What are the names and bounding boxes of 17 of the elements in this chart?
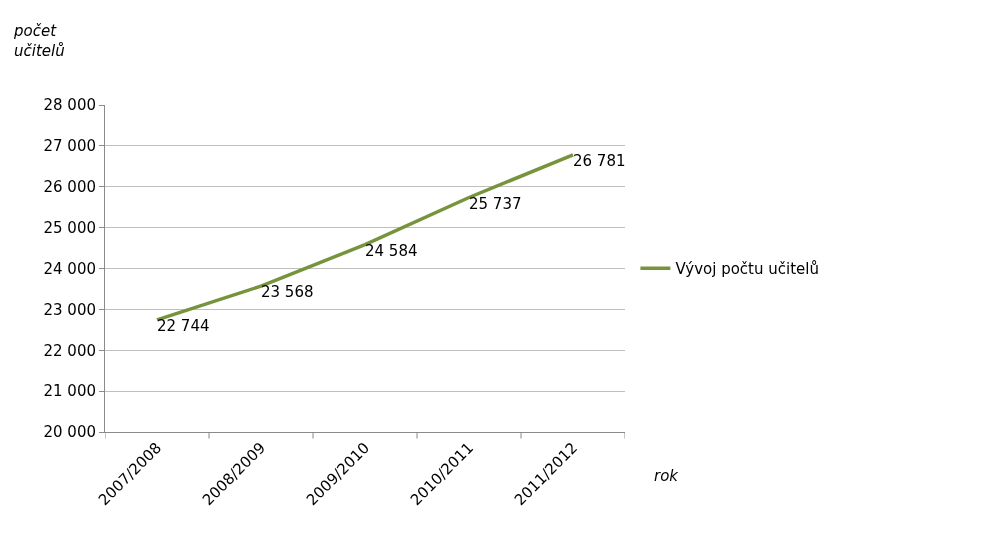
data-label: 25 737 [469, 194, 522, 213]
legend-label: Vývoj počtu učitelů [675, 260, 819, 279]
data-label: 24 584 [365, 241, 418, 260]
y-tick-label: 21 000 [43, 382, 96, 401]
data-label: 26 781 [573, 152, 626, 171]
y-tick-label: 22 000 [43, 341, 96, 360]
y-tick-label: 27 000 [43, 137, 96, 156]
x-axis-title: rok [654, 467, 680, 485]
y-tick-label: 26 000 [43, 178, 96, 196]
y-tick-label: 24 000 [43, 259, 96, 278]
y-tick-label: 20 000 [43, 423, 96, 442]
y-axis-title: počet učitelů [13, 22, 65, 60]
data-label: 23 568 [261, 283, 314, 302]
y-tick-label: 23 000 [43, 300, 96, 319]
y-tick-label: 28 000 [43, 96, 96, 115]
data-label: 22 744 [157, 317, 210, 336]
y-tick-label: 25 000 [43, 218, 96, 237]
